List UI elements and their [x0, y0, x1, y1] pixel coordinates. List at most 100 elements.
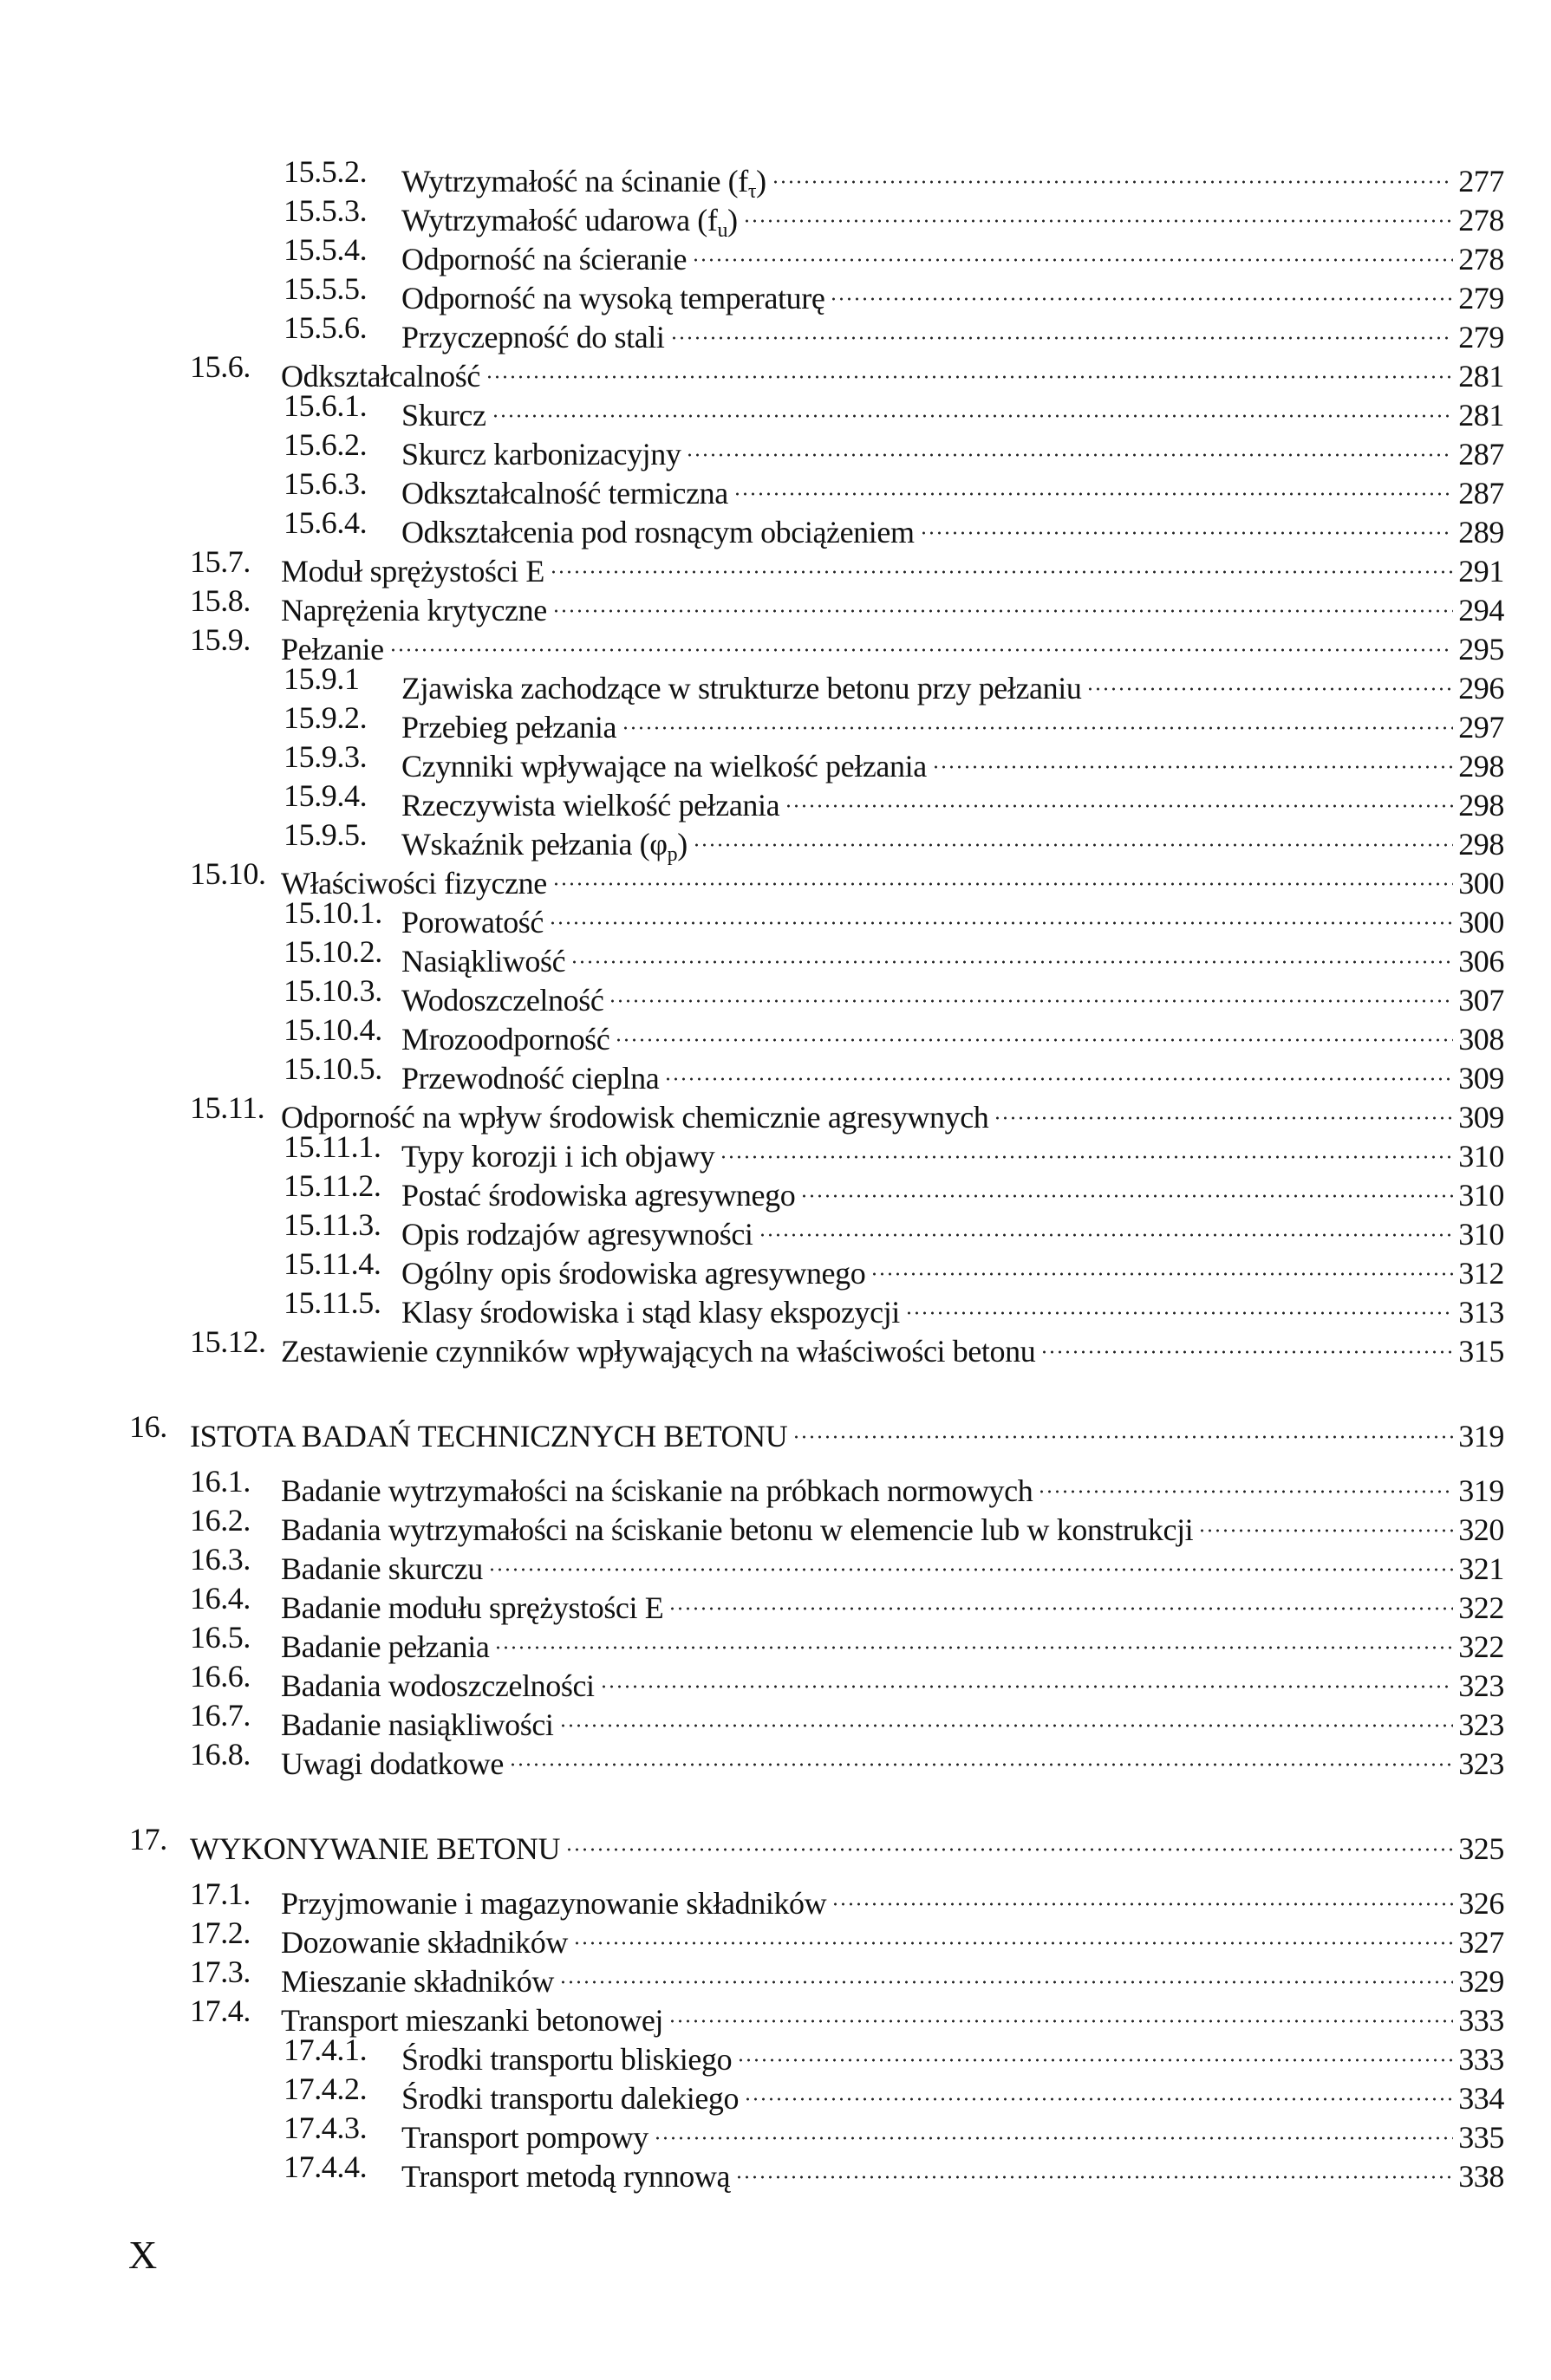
entry-number: 16.: [129, 1409, 167, 1444]
toc-entry: 17.4. Transport mieszanki betonowej 333: [0, 1992, 1551, 2038]
entry-title-text: Badanie skurczu: [281, 1551, 483, 1586]
entry-page: 295: [1458, 632, 1504, 667]
entry-title: Uwagi dodatkowe: [281, 1745, 504, 1784]
entry-number: 15.9.2.: [283, 700, 368, 735]
entry-title-suffix: ): [677, 827, 688, 862]
toc-entry: 15.6.2. Skurcz karbonizacyjny 287: [0, 426, 1551, 471]
dot-leader: [758, 1206, 1454, 1245]
entry-number: 15.9.3.: [283, 739, 368, 774]
entry-page: 306: [1458, 944, 1504, 979]
dot-leader: [548, 894, 1454, 933]
toc-entry: 15.11. Odporność na wpływ środowisk chemi…: [0, 1089, 1551, 1135]
entry-number: 15.6.: [190, 349, 251, 384]
toc-entry: 17.4.4. Transport metodą rynnową 338: [0, 2148, 1551, 2194]
toc-entry: 15.6.4. Odkształcenia pod rosnącym obciąż…: [0, 504, 1551, 549]
entry-number: 15.5.2.: [283, 154, 368, 189]
toc-entry: 17.4.2. Środki transportu dalekiego 334: [0, 2070, 1551, 2116]
entry-number: 15.10.1.: [283, 895, 382, 930]
entry-line: Badanie skurczu 321: [281, 1540, 1504, 1589]
entry-line: Czynniki wpływające na wielkość pełzania…: [401, 738, 1504, 786]
entry-number: 17.4.: [190, 1993, 251, 2028]
entry-title: Przebieg pełzania: [401, 708, 616, 747]
entry-number: 15.7.: [190, 544, 251, 579]
toc-entry: 15.12. Zestawienie czynników wpływających…: [0, 1323, 1551, 1369]
dot-leader: [485, 348, 1454, 387]
entry-title-text: Zestawienie czynników wpływających na wł…: [281, 1334, 1036, 1369]
entry-title-text: Środki transportu bliskiego: [401, 2042, 733, 2077]
toc-chapter: 16. ISTOTA BADAŃ TECHNICZNYCH BETONU 319: [0, 1408, 1551, 1453]
entry-page: 287: [1458, 437, 1504, 471]
dot-leader: [904, 1284, 1454, 1323]
entry-number: 15.10.3.: [283, 973, 382, 1008]
entry-page: 294: [1458, 593, 1504, 628]
entry-page: 333: [1458, 2042, 1504, 2077]
entry-line: Typy korozji i ich objawy 310: [401, 1128, 1504, 1176]
entry-page: 338: [1458, 2159, 1504, 2194]
entry-title: Skurcz: [401, 396, 486, 435]
entry-page: 281: [1458, 398, 1504, 432]
entry-page: 310: [1458, 1217, 1504, 1252]
entry-title-text: Właściwości fizyczne: [281, 866, 547, 901]
dot-leader: [994, 1089, 1454, 1128]
entry-number: 15.10.4.: [283, 1012, 382, 1047]
toc-entry: 16.2. Badania wytrzymałości na ściskanie …: [0, 1501, 1551, 1547]
entry-page: 335: [1458, 2120, 1504, 2155]
toc-entry: 15.7. Moduł sprężystości E 291: [0, 543, 1551, 588]
entry-number: 15.11.4.: [283, 1246, 381, 1281]
toc-entry: 15.10. Właściwości fizyczne 300: [0, 855, 1551, 901]
entry-line: Przyjmowanie i magazynowanie składników 3…: [281, 1875, 1504, 1923]
entry-line: Moduł sprężystości E 291: [281, 543, 1504, 591]
entry-number: 17.4.4.: [283, 2149, 368, 2184]
dot-leader: [609, 972, 1454, 1011]
entry-title-text: Transport mieszanki betonowej: [281, 2003, 664, 2038]
entry-number: 17.1.: [190, 1876, 251, 1911]
entry-page: 327: [1458, 1925, 1504, 1960]
entry-title-text: Wytrzymałość na ścinanie (f: [401, 164, 748, 198]
entry-page: 307: [1458, 983, 1504, 1018]
entry-line: Badanie nasiąkliwości 323: [281, 1696, 1504, 1745]
dot-leader: [931, 738, 1454, 777]
entry-title-text: Ogólny opis środowiska agresywnego: [401, 1256, 866, 1291]
toc-entry: 15.9.1 Zjawiska zachodzące w strukturze b…: [0, 660, 1551, 706]
entry-title: Transport mieszanki betonowej: [281, 2001, 663, 2040]
entry-title: Odporność na ścieranie: [401, 240, 687, 279]
dot-leader: [870, 1245, 1454, 1284]
entry-page: 308: [1458, 1022, 1504, 1057]
toc-entry: 15.9.3. Czynniki wpływające na wielkość p…: [0, 738, 1551, 784]
entry-page: 281: [1458, 359, 1504, 393]
entry-number: 15.9.4.: [283, 778, 368, 813]
entry-title-text: Moduł sprężystości E: [281, 554, 544, 588]
dot-leader: [494, 1618, 1454, 1657]
dot-leader: [919, 504, 1454, 543]
entry-title: Typy korozji i ich objawy: [401, 1137, 715, 1176]
entry-page: 319: [1458, 1473, 1504, 1508]
entry-number: 16.5.: [190, 1620, 251, 1655]
entry-title-text: Pełzanie: [281, 632, 384, 667]
entry-line: Mieszanie składników 329: [281, 1953, 1504, 2001]
entry-page: 310: [1458, 1139, 1504, 1174]
entry-number: 15.10.5.: [283, 1051, 382, 1086]
entry-title-text: WYKONYWANIE BETONU: [190, 1831, 561, 1866]
dot-leader: [1038, 1462, 1454, 1501]
entry-number: 15.10.2.: [283, 934, 382, 969]
entry-title: Badanie wytrzymałości na ściskanie na pr…: [281, 1472, 1033, 1511]
entry-number: 17.4.3.: [283, 2110, 368, 2145]
dot-leader: [1040, 1323, 1454, 1362]
toc-entry: 16.7. Badanie nasiąkliwości 323: [0, 1696, 1551, 1742]
entry-title-text: Nasiąkliwość: [401, 944, 566, 979]
entry-number: 15.11.1.: [283, 1129, 381, 1164]
entry-page: 333: [1458, 2003, 1504, 2038]
entry-title: Transport pompowy: [401, 2118, 648, 2157]
entry-line: Środki transportu dalekiego 334: [401, 2070, 1504, 2118]
entry-page: 329: [1458, 1964, 1504, 1999]
entry-title-text: Badanie nasiąkliwości: [281, 1707, 554, 1742]
entry-page: 323: [1458, 1707, 1504, 1742]
entry-line: Odkształcalność termiczna 287: [401, 465, 1504, 513]
toc-entry: 15.11.4. Ogólny opis środowiska agresywne…: [0, 1245, 1551, 1291]
toc-entry: 15.10.5. Przewodność cieplna 309: [0, 1050, 1551, 1096]
entry-page: 278: [1458, 242, 1504, 276]
entry-title: Transport metodą rynnową: [401, 2157, 730, 2196]
entry-title: Mrozoodporność: [401, 1020, 610, 1059]
entry-number: 15.5.5.: [283, 271, 368, 306]
entry-title-text: Transport metodą rynnową: [401, 2159, 731, 2194]
